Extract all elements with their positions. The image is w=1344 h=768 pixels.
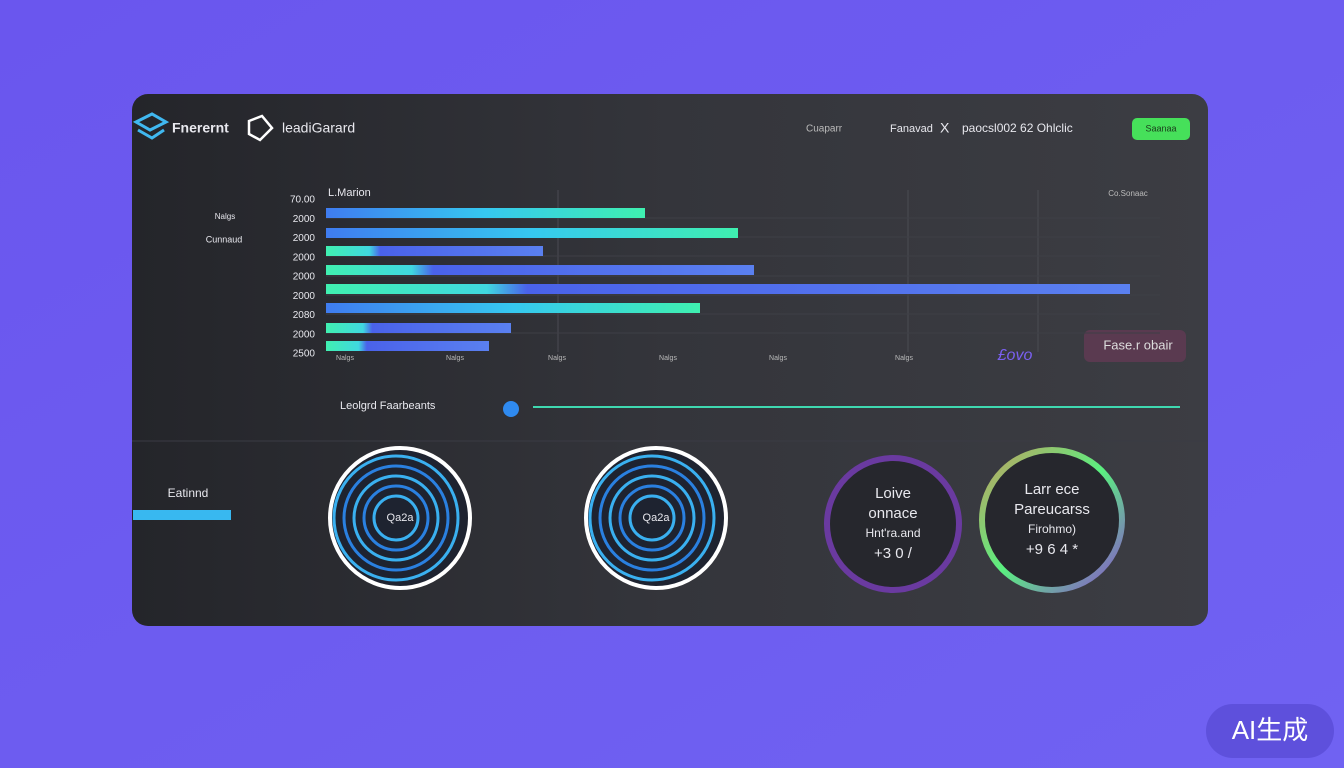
- nav-item[interactable]: X: [940, 120, 950, 136]
- row-label: 2000: [293, 272, 316, 283]
- gauge-text: Firohmo): [1028, 522, 1076, 536]
- row-label: 2500: [293, 349, 316, 360]
- bar: [326, 323, 511, 333]
- chart-corner-label: Co.Sonaac: [1108, 189, 1148, 198]
- nav-item[interactable]: Fanavad: [890, 123, 933, 135]
- logo-icon: [132, 112, 170, 140]
- gauge-text: onnace: [868, 505, 917, 522]
- gauge-ring: [588, 454, 716, 582]
- sidebar-item[interactable]: Cunnaud: [206, 234, 243, 244]
- sidebar-section[interactable]: Eatinnd: [168, 486, 209, 500]
- watermark: AI生成: [1232, 715, 1309, 745]
- pill[interactable]: [1084, 330, 1186, 362]
- sidebar-item[interactable]: Nalgs: [215, 212, 235, 221]
- slider-label: Leolgrd Faarbeants: [340, 400, 436, 412]
- product: leadiGarard: [282, 120, 355, 136]
- column-label: Nalgs: [659, 355, 677, 362]
- gauge-ring: [372, 494, 420, 542]
- pill-label[interactable]: Fase.r obair: [1103, 337, 1173, 352]
- gauge-text: +3 0 /: [874, 545, 913, 562]
- bar: [326, 284, 1130, 294]
- bar: [326, 208, 645, 218]
- row-label: 2000: [293, 233, 316, 244]
- button-label[interactable]: Saanaa: [1145, 123, 1176, 133]
- bar: [326, 228, 738, 238]
- column-label: Nalgs: [548, 355, 566, 362]
- bar: [326, 265, 754, 275]
- row-label: 2080: [293, 310, 316, 321]
- row-label: 2000: [293, 329, 316, 340]
- column-label: Nalgs: [336, 355, 354, 362]
- gauge-ring: [628, 494, 676, 542]
- chart-badge: £ovo: [997, 347, 1033, 364]
- row-label: 2000: [293, 291, 316, 302]
- gauge-ring: [618, 484, 686, 552]
- bar: [326, 341, 489, 351]
- gauge-ring: [979, 447, 1125, 593]
- column-label: Nalgs: [895, 355, 913, 362]
- product-icon: [247, 114, 274, 142]
- gauge-text: Pareucarss: [1014, 501, 1090, 518]
- gauge-ring: [598, 464, 706, 572]
- button[interactable]: [1132, 118, 1190, 140]
- nav-item[interactable]: Cuaparr: [806, 124, 843, 135]
- gauge-text: Qa2a: [387, 512, 415, 524]
- gauge-text: Hnt'ra.and: [866, 526, 921, 540]
- column-label: Nalgs: [446, 355, 464, 362]
- chart-title: L.Marion: [328, 187, 371, 199]
- bar: [326, 303, 700, 313]
- gauge-ring: [342, 464, 450, 572]
- gauge-ring: [824, 455, 962, 593]
- row-label: 70.00: [290, 195, 315, 206]
- row-label: 2000: [293, 252, 316, 263]
- slider-handle[interactable]: [503, 401, 519, 417]
- gauge-text: Loive: [875, 485, 911, 502]
- column-label: Nalgs: [769, 355, 787, 362]
- gauge-ring: [352, 474, 440, 562]
- gauge-ring: [332, 454, 460, 582]
- gauge-text: +9 6 4 *: [1026, 541, 1078, 558]
- gauge-text: Larr ece: [1024, 481, 1079, 498]
- row-label: 2000: [293, 214, 316, 225]
- sidebar-indicator: [133, 510, 231, 520]
- watermark-badge: [1206, 704, 1334, 758]
- gauge-ring: [608, 474, 696, 562]
- gauge-text: Qa2a: [643, 512, 671, 524]
- bar: [326, 246, 543, 256]
- nav-item[interactable]: paocsl002 62 Ohlclic: [962, 121, 1073, 135]
- gauge-ring: [362, 484, 430, 552]
- brand: Fnerernt: [172, 120, 229, 136]
